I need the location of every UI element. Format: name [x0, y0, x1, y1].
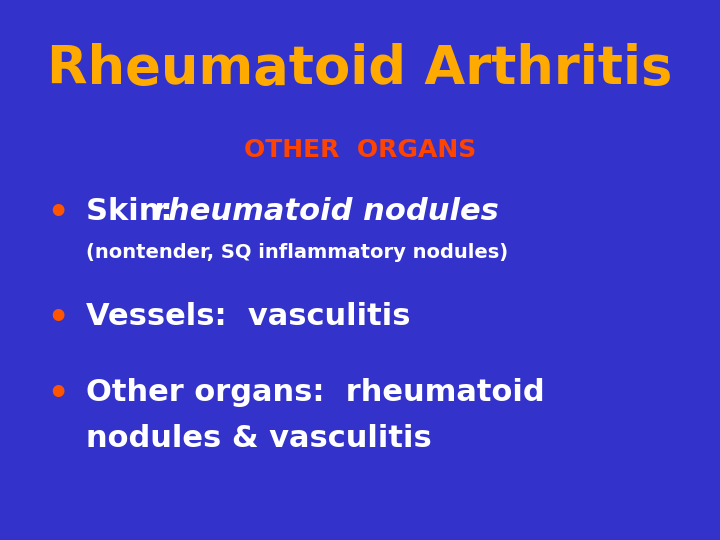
Text: OTHER  ORGANS: OTHER ORGANS	[244, 138, 476, 161]
Text: •: •	[47, 302, 68, 335]
Text: Other organs:  rheumatoid: Other organs: rheumatoid	[86, 378, 545, 407]
Text: (nontender, SQ inflammatory nodules): (nontender, SQ inflammatory nodules)	[86, 243, 508, 262]
Text: Vessels:  vasculitis: Vessels: vasculitis	[86, 302, 411, 332]
Text: rheumatoid nodules: rheumatoid nodules	[153, 197, 498, 226]
Text: •: •	[47, 197, 68, 230]
Text: Rheumatoid Arthritis: Rheumatoid Arthritis	[48, 43, 672, 95]
Text: Skin:: Skin:	[86, 197, 194, 226]
Text: nodules & vasculitis: nodules & vasculitis	[86, 424, 432, 453]
Text: •: •	[47, 378, 68, 411]
